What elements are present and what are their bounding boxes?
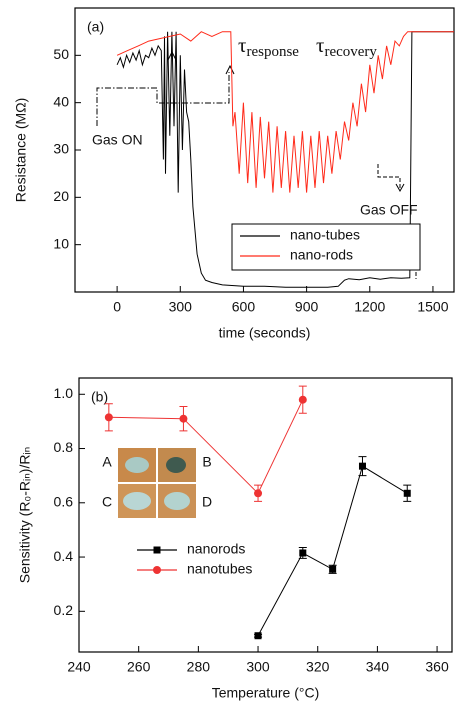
y-tick-label: 0.8 xyxy=(54,439,74,455)
y-tick-label: 40 xyxy=(53,93,69,109)
legend-marker xyxy=(153,546,161,554)
sample xyxy=(166,457,186,473)
x-tick-label: 240 xyxy=(67,659,91,675)
inset-photos xyxy=(118,448,196,518)
sample xyxy=(164,492,190,510)
gas-off-path xyxy=(377,164,401,190)
annotation: Gas OFF xyxy=(360,202,418,218)
annotation: τrecovery xyxy=(316,33,377,61)
annotation-subscript: response xyxy=(246,44,299,60)
sample xyxy=(123,492,151,510)
legend-marker xyxy=(153,566,161,574)
x-tick-label: 280 xyxy=(187,659,211,675)
marker xyxy=(254,632,262,640)
legend-label: nano-rods xyxy=(290,247,353,263)
marker xyxy=(403,489,411,497)
series-line xyxy=(116,31,454,193)
x-tick-label: 300 xyxy=(246,659,270,675)
series-line xyxy=(257,465,408,636)
inset-label: A xyxy=(102,454,112,470)
marker xyxy=(104,413,113,422)
y-tick-label: 0.6 xyxy=(54,493,74,509)
series-line xyxy=(108,399,304,495)
legend-label: nano-tubes xyxy=(290,227,360,243)
inset-label: B xyxy=(202,454,211,470)
y-tick-label: 1.0 xyxy=(54,385,74,401)
y-axis-title: Sensitivity (R₀-Rᵢₙ)/Rᵢₙ xyxy=(17,447,33,584)
x-tick-label: 360 xyxy=(425,659,449,675)
y-tick-label: 50 xyxy=(53,46,69,62)
y-tick-label: 0.2 xyxy=(54,602,74,618)
y-tick-label: 0.4 xyxy=(54,548,74,564)
y-tick-label: 20 xyxy=(53,188,69,204)
series-line xyxy=(116,31,454,288)
arrow xyxy=(395,183,405,193)
legend-box xyxy=(231,223,421,271)
inset-label: D xyxy=(202,494,212,510)
y-tick-label: 30 xyxy=(53,141,69,157)
x-tick-label: 320 xyxy=(306,659,330,675)
legend-label: nanorods xyxy=(187,541,245,557)
panel-label: (a) xyxy=(87,19,104,35)
annotation: Gas ON xyxy=(92,132,143,148)
x-axis-title: Temperature (°C) xyxy=(212,685,320,701)
legend-label: nanotubes xyxy=(187,561,252,577)
x-tick-label: 600 xyxy=(232,299,256,315)
sample xyxy=(125,457,149,473)
marker xyxy=(298,395,307,404)
x-tick-label: 260 xyxy=(127,659,151,675)
annotation-subscript: recovery xyxy=(324,44,377,60)
marker xyxy=(358,462,366,470)
marker xyxy=(299,549,307,557)
x-axis-title: time (seconds) xyxy=(219,325,311,341)
y-tick-label: 10 xyxy=(53,235,69,251)
plot-frame xyxy=(78,377,453,653)
x-tick-label: 1200 xyxy=(354,299,385,315)
annotation: τresponse xyxy=(238,33,299,61)
marker xyxy=(179,414,188,423)
x-tick-label: 0 xyxy=(113,299,121,315)
x-tick-label: 340 xyxy=(366,659,390,675)
marker xyxy=(254,489,263,498)
annotation-symbol: τ xyxy=(238,33,246,57)
x-tick-label: 300 xyxy=(169,299,193,315)
y-axis-title: Resistance (MΩ) xyxy=(13,98,29,203)
inset-label: C xyxy=(102,494,112,510)
marker xyxy=(329,565,337,573)
arrow xyxy=(225,64,235,75)
gas-on-path xyxy=(96,72,230,126)
x-tick-label: 1500 xyxy=(417,299,448,315)
panel-label: (b) xyxy=(91,389,108,405)
annotation-symbol: τ xyxy=(316,33,324,57)
x-tick-label: 900 xyxy=(295,299,319,315)
